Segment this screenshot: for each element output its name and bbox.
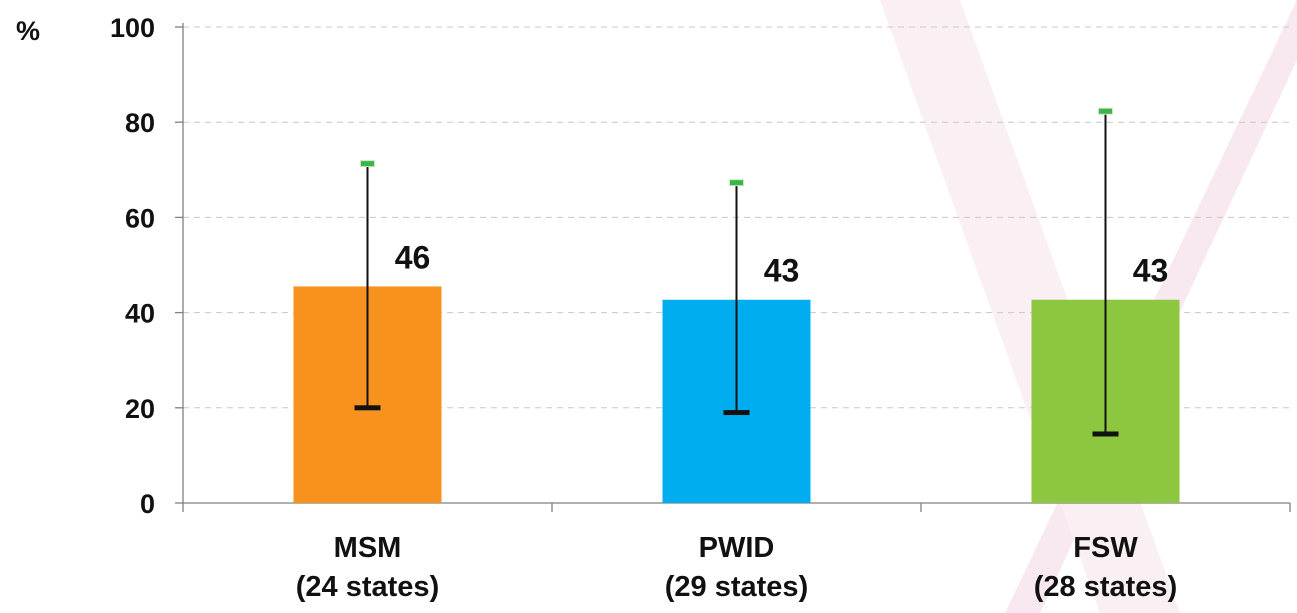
x-category-label: MSM — [334, 532, 402, 564]
error-bar-high-cap — [729, 179, 744, 187]
x-category-note: (29 states) — [665, 571, 808, 603]
y-unit-label: % — [16, 16, 40, 46]
bars — [293, 107, 1180, 503]
y-tick-label: 0 — [140, 489, 155, 519]
data-label: 46 — [395, 239, 431, 275]
data-label: 43 — [1133, 253, 1169, 289]
x-category-note: (28 states) — [1034, 571, 1177, 603]
y-tick-label: 100 — [110, 13, 155, 43]
error-bar-high-cap — [360, 160, 375, 168]
y-tick-label: 60 — [125, 203, 155, 233]
error-bar-low-cap — [1092, 431, 1119, 437]
error-bar-low-cap — [354, 405, 381, 411]
y-tick-label: 80 — [125, 108, 155, 138]
y-tick-label: 40 — [125, 299, 155, 329]
y-tick-label: 20 — [125, 394, 155, 424]
x-category-label: FSW — [1073, 532, 1138, 564]
error-bar-low-cap — [723, 410, 750, 416]
error-bar-high-cap — [1098, 107, 1113, 115]
data-label: 43 — [764, 253, 800, 289]
x-category-note: (24 states) — [296, 571, 439, 603]
labels: 0 20 40 60 80 100 46 MSM (24 states) 43 PWID (29 st… — [110, 13, 1177, 603]
x-category-label: PWID — [699, 532, 775, 564]
